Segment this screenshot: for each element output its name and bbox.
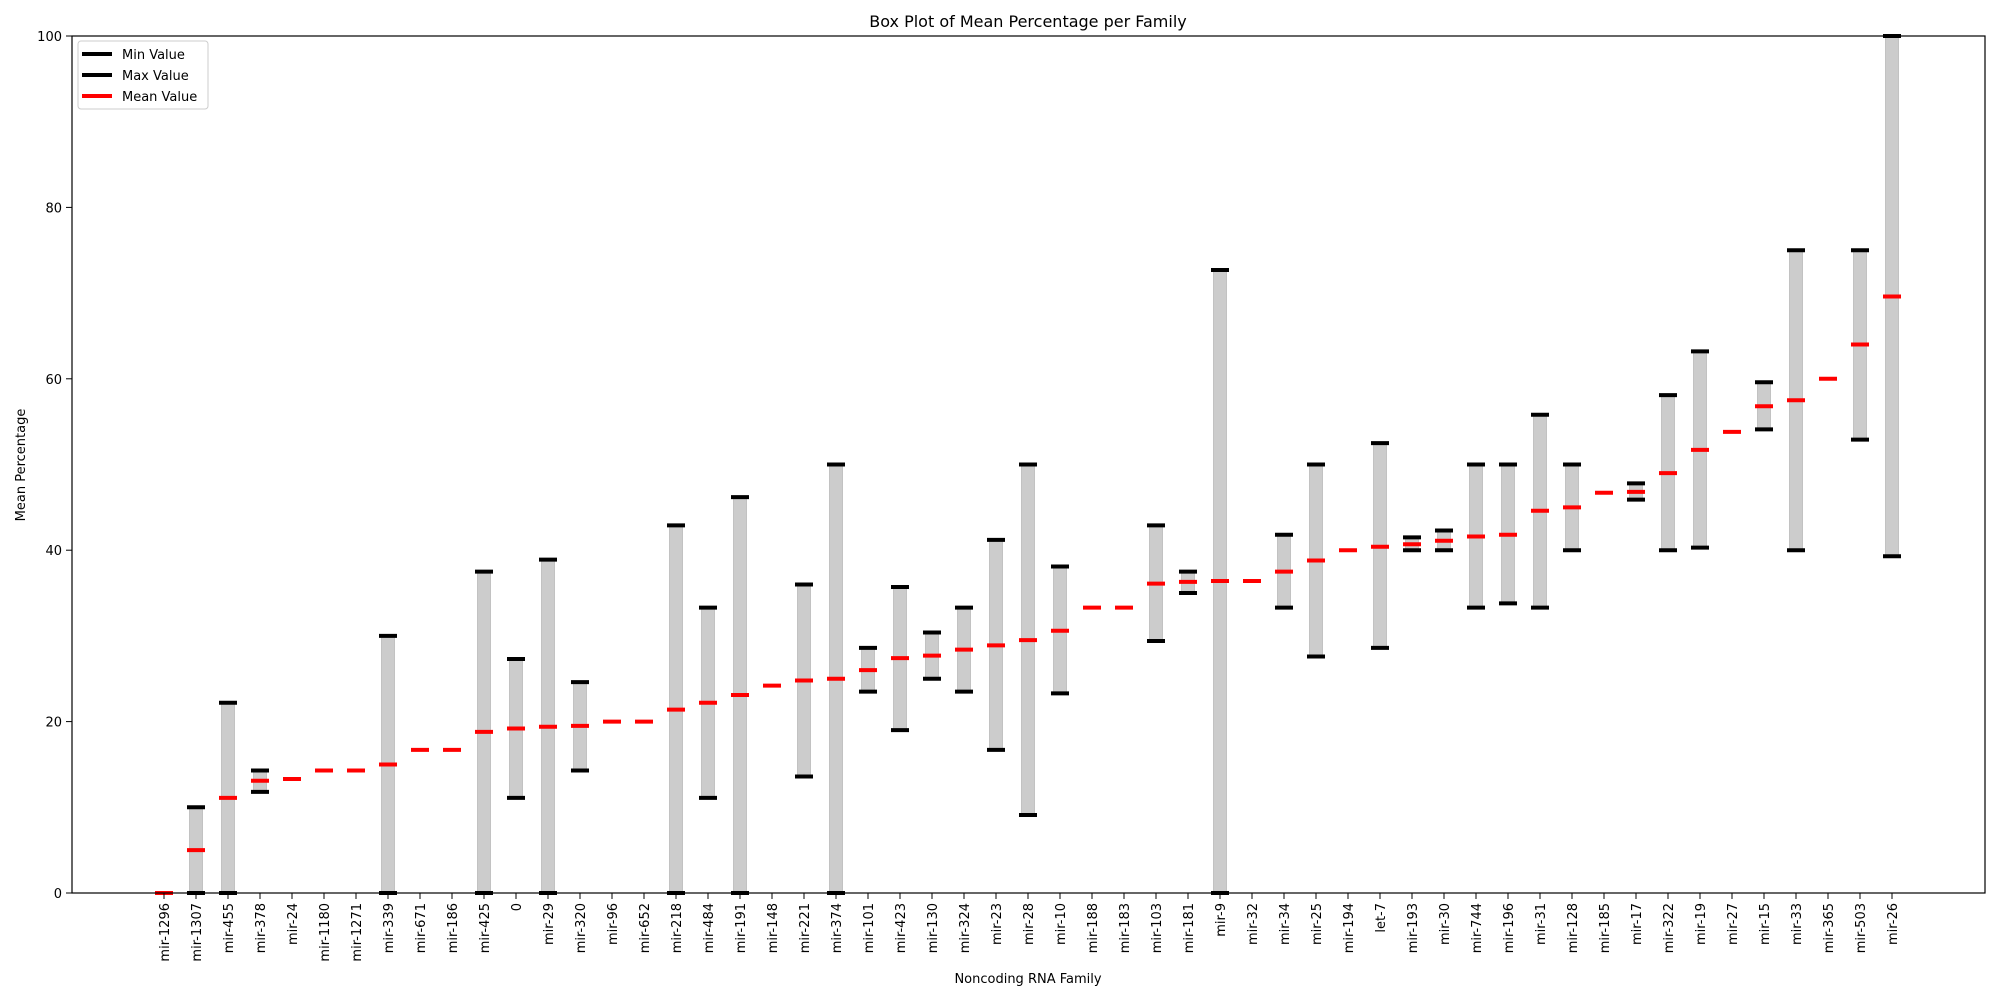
x-tick-label: mir-1307 [190,903,205,962]
x-tick-label: mir-378 [254,903,269,953]
x-tick-label: mir-128 [1566,903,1581,953]
x-tick-label: mir-96 [606,903,621,945]
y-tick-label: 20 [45,716,62,731]
x-tick-label: mir-25 [1310,903,1325,945]
x-tick-label: mir-652 [638,903,653,953]
y-tick-label: 100 [37,30,62,45]
legend: Min Value Max Value Mean Value [77,40,209,110]
x-tick-label: mir-186 [446,903,461,953]
legend-label: Max Value [122,69,189,84]
x-tick-label: mir-27 [1726,903,1741,945]
x-tick-label: mir-1271 [350,903,365,962]
x-tick-label: mir-744 [1470,903,1485,953]
x-tick-label: let-7 [1374,903,1389,933]
x-tick-label: mir-34 [1278,903,1293,945]
x-tick-label: mir-324 [958,903,973,953]
x-tick-label: mir-503 [1854,903,1869,953]
y-tick-label: 60 [45,373,62,388]
x-tick-label: mir-339 [382,903,397,953]
x-tick-label: mir-15 [1758,903,1773,945]
x-tick-label: mir-31 [1534,903,1549,945]
x-tick-label: mir-425 [478,903,493,953]
x-tick-label: mir-1296 [158,903,173,962]
x-tick-label: mir-101 [862,903,877,953]
x-tick-label: mir-181 [1182,903,1197,953]
x-tick-label: mir-1180 [318,903,333,962]
x-tick-label: mir-455 [222,903,237,953]
x-tick-label: mir-194 [1342,903,1357,953]
x-tick-label: mir-423 [894,903,909,953]
legend-label: Mean Value [122,90,197,105]
x-tick-label: mir-484 [702,903,717,953]
x-tick-label: mir-17 [1630,903,1645,945]
x-tick-label: mir-103 [1150,903,1165,953]
x-tick-label: mir-32 [1246,903,1261,945]
x-tick-label: mir-193 [1406,903,1421,953]
x-tick-label: mir-23 [990,903,1005,945]
x-tick-label: mir-191 [734,903,749,953]
x-tick-label: mir-30 [1438,903,1453,945]
x-tick-label: mir-671 [414,903,429,953]
x-tick-label: mir-33 [1790,903,1805,945]
y-tick-label: 80 [45,201,62,216]
y-tick-label: 0 [54,887,62,902]
x-tick-label: mir-26 [1886,903,1901,945]
x-tick-label: mir-183 [1118,903,1133,953]
x-tick-label: mir-24 [286,903,301,945]
y-axis-label: Mean Percentage [14,409,29,522]
legend-box [77,40,209,110]
x-tick-label: mir-185 [1598,903,1613,953]
y-tick-label: 40 [45,544,62,559]
x-tick-label: mir-221 [798,903,813,953]
x-axis-label: Noncoding RNA Family [954,972,1101,987]
x-tick-label: mir-10 [1054,903,1069,945]
x-tick-label: mir-148 [766,903,781,953]
x-tick-label: mir-374 [830,903,845,953]
x-tick-label: mir-28 [1022,903,1037,945]
x-tick-label: mir-29 [542,903,557,945]
x-tick-label: mir-320 [574,903,589,953]
x-tick-label: 0 [510,903,525,911]
x-tick-label: mir-365 [1822,903,1837,953]
x-tick-label: mir-218 [670,903,685,953]
x-tick-label: mir-196 [1502,903,1517,953]
legend-label: Min Value [122,48,185,63]
chart-title: Box Plot of Mean Percentage per Family [869,12,1187,31]
x-tick-label: mir-188 [1086,903,1101,953]
x-tick-label: mir-130 [926,903,941,953]
x-tick-label: mir-9 [1214,903,1229,937]
x-tick-label: mir-19 [1694,903,1709,945]
plot-frame [71,35,1986,894]
x-tick-label: mir-322 [1662,903,1677,953]
